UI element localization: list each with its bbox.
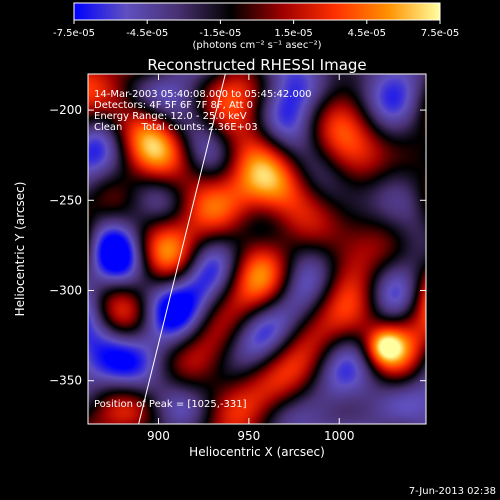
heatmap-image (88, 74, 426, 424)
colorbar-tick-label: 1.5e-05 (274, 28, 312, 39)
colorbar-tick-label: 7.5e-05 (421, 28, 459, 39)
y-tick-label: −250 (49, 193, 82, 207)
x-axis-ticks: 900 950 1000 (147, 74, 355, 443)
colorbar-units-label: (photons cm⁻² s⁻¹ asec⁻²) (192, 40, 321, 51)
annotation-clean-counts: Clean Total counts: 2.36E+03 (94, 122, 258, 133)
colorbar-tick-label: -4.5e-05 (126, 28, 168, 39)
y-tick-label: −300 (49, 283, 82, 297)
annotation-detectors: Detectors: 4F 5F 6F 7F 8F, Att 0 (94, 100, 253, 111)
y-axis-ticks: −350 −300 −250 −200 (49, 103, 426, 388)
x-tick-label: 950 (237, 429, 260, 443)
annotation-time-range: 14-Mar-2003 05:40:08.000 to 05:45:42.000 (94, 89, 312, 100)
chart-title: Reconstructed RHESSI Image (147, 56, 366, 74)
colorbar (73, 2, 441, 21)
colorbar-ticks: -7.5e-05 -4.5e-05 -1.5e-05 1.5e-05 4.5e-05 7.… (53, 20, 459, 39)
peak-position-label: Position of Peak = [1025,-331] (94, 399, 247, 410)
annotation-energy-range: Energy Range: 12.0 - 25.0 keV (94, 111, 247, 122)
colorbar-tick-label: -1.5e-05 (199, 28, 241, 39)
x-tick-label: 1000 (324, 429, 355, 443)
solar-limb-line (138, 74, 226, 424)
plot-frame (87, 73, 427, 425)
y-tick-label: −200 (49, 103, 82, 117)
y-tick-label: −350 (49, 374, 82, 388)
timestamp: 7-Jun-2013 02:38 (409, 486, 496, 497)
y-axis-label: Heliocentric Y (arcsec) (13, 182, 27, 317)
colorbar-tick-label: 4.5e-05 (348, 28, 386, 39)
colorbar-tick-label: -7.5e-05 (53, 28, 95, 39)
x-axis-label: Heliocentric X (arcsec) (189, 445, 325, 459)
x-tick-label: 900 (147, 429, 170, 443)
